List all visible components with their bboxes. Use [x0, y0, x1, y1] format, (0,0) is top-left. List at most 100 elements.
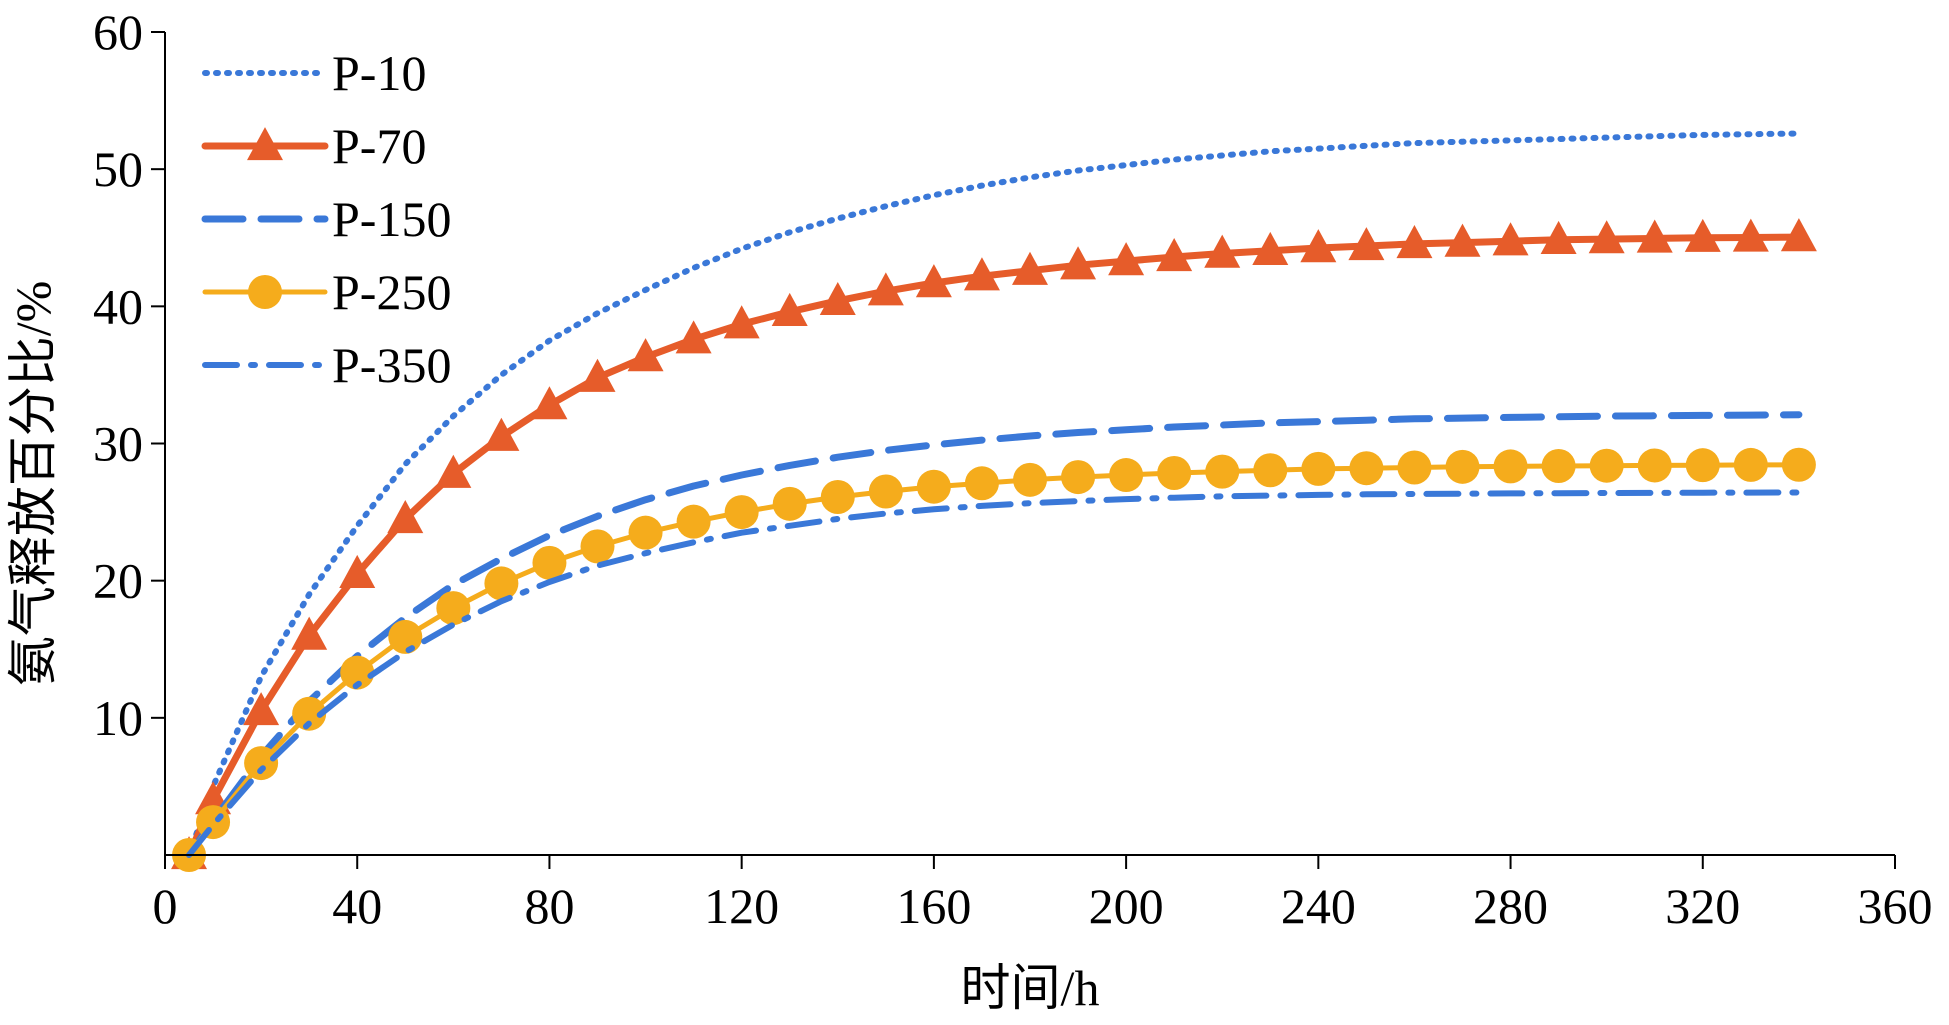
- data-point: [1252, 231, 1289, 265]
- data-point: [819, 281, 856, 316]
- legend-label: P-350: [332, 337, 451, 393]
- data-point: [628, 515, 663, 550]
- data-point: [291, 616, 328, 650]
- y-tick-label: 10: [93, 690, 143, 746]
- series-p-350: [186, 489, 1802, 858]
- data-point: [436, 591, 471, 626]
- data-point: [1013, 462, 1047, 497]
- data-point: [771, 292, 808, 326]
- data-point: [1061, 460, 1096, 495]
- x-tick-label: 80: [524, 878, 574, 934]
- x-axis-title: 时间/h: [961, 960, 1100, 1016]
- data-point: [387, 500, 424, 534]
- data-point: [1204, 234, 1241, 268]
- data-point: [340, 655, 375, 690]
- legend-label: P-10: [332, 45, 426, 101]
- x-tick-label: 40: [332, 878, 382, 934]
- data-point: [964, 466, 999, 501]
- legend-item-p-350: P-350: [202, 337, 451, 393]
- data-point: [1492, 222, 1529, 256]
- data-point: [1445, 449, 1480, 484]
- series-p-70: [171, 218, 1817, 870]
- data-point: [1109, 458, 1144, 493]
- data-point: [916, 469, 951, 504]
- data-point: [531, 386, 568, 420]
- legend: P-10 P-70 P-150 P-250 P-350: [201, 45, 451, 393]
- y-tick-label: 50: [93, 141, 143, 197]
- y-tick-label: 30: [93, 416, 143, 472]
- data-point: [1157, 455, 1192, 490]
- x-tick-label: 360: [1858, 878, 1933, 934]
- y-tick-label: 40: [93, 278, 143, 334]
- data-point: [339, 554, 376, 588]
- data-point: [724, 495, 759, 530]
- data-point: [627, 338, 664, 372]
- x-tick-label: 160: [896, 878, 971, 934]
- data-point: [1685, 448, 1720, 483]
- legend-marker: [247, 127, 283, 161]
- data-point: [532, 545, 567, 580]
- data-point: [484, 566, 519, 601]
- data-point: [1301, 451, 1336, 486]
- data-point: [1589, 448, 1624, 483]
- data-point: [1348, 227, 1385, 261]
- legend-label: P-250: [332, 264, 451, 320]
- x-tick-label: 120: [704, 878, 779, 934]
- data-point: [1108, 242, 1145, 276]
- data-point: [579, 358, 616, 392]
- data-point: [1397, 450, 1432, 485]
- y-axis-title: 氨气释放百分比/%: [5, 281, 61, 687]
- data-point: [483, 417, 520, 451]
- data-point: [1444, 223, 1481, 257]
- data-point: [196, 805, 231, 840]
- data-point: [244, 746, 279, 781]
- data-point: [1349, 451, 1384, 486]
- legend-item-p-150: P-150: [201, 191, 451, 247]
- data-point: [1781, 447, 1816, 482]
- series-p-10: [186, 130, 1802, 858]
- data-point: [1493, 449, 1528, 484]
- data-point: [1156, 238, 1193, 272]
- data-point: [1541, 448, 1576, 483]
- x-tick-label: 240: [1281, 878, 1356, 934]
- data-point: [292, 696, 327, 731]
- data-point: [915, 264, 952, 298]
- data-point: [676, 504, 711, 539]
- series-p-250: [172, 447, 1816, 872]
- legend-item-p-10: P-10: [202, 45, 426, 101]
- data-point: [772, 486, 807, 521]
- legend-item-p-250: P-250: [202, 264, 451, 320]
- series-line-p-250: [186, 462, 1802, 858]
- data-point: [1300, 229, 1337, 263]
- data-point: [867, 272, 904, 306]
- data-point: [723, 305, 760, 339]
- ticks-layer: 0 40 80 120 160 200 240 280 320 360 10 20 30 40 50 60: [93, 4, 1933, 934]
- data-point: [1732, 218, 1769, 252]
- legend-item-p-70: P-70: [201, 118, 426, 174]
- y-tick-label: 20: [93, 553, 143, 609]
- data-point: [1060, 246, 1097, 280]
- data-point: [1684, 218, 1721, 252]
- data-point: [963, 257, 1000, 291]
- legend-marker: [248, 275, 282, 309]
- x-tick-label: 280: [1473, 878, 1548, 934]
- data-point: [1253, 453, 1288, 488]
- data-point: [580, 529, 615, 564]
- data-point: [820, 479, 855, 514]
- data-point: [675, 320, 712, 354]
- series-layer: [171, 130, 1817, 872]
- data-point: [1205, 454, 1240, 489]
- series-line-p-150: [185, 411, 1803, 859]
- data-point: [1012, 251, 1048, 285]
- data-point: [435, 454, 472, 488]
- data-point: [868, 474, 903, 509]
- data-point: [1396, 225, 1433, 259]
- series-line-p-350: [186, 489, 1802, 858]
- data-point: [1588, 220, 1625, 254]
- legend-label: P-150: [332, 191, 451, 247]
- series-line-p-70: [185, 233, 1803, 859]
- data-point: [1780, 218, 1817, 252]
- x-tick-label: 200: [1089, 878, 1164, 934]
- data-point: [388, 619, 423, 654]
